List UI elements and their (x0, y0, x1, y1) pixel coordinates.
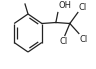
Text: Cl: Cl (60, 37, 68, 47)
Text: Cl: Cl (20, 0, 28, 2)
Text: OH: OH (59, 2, 72, 10)
Text: Cl: Cl (79, 2, 87, 12)
Text: Cl: Cl (80, 35, 88, 45)
